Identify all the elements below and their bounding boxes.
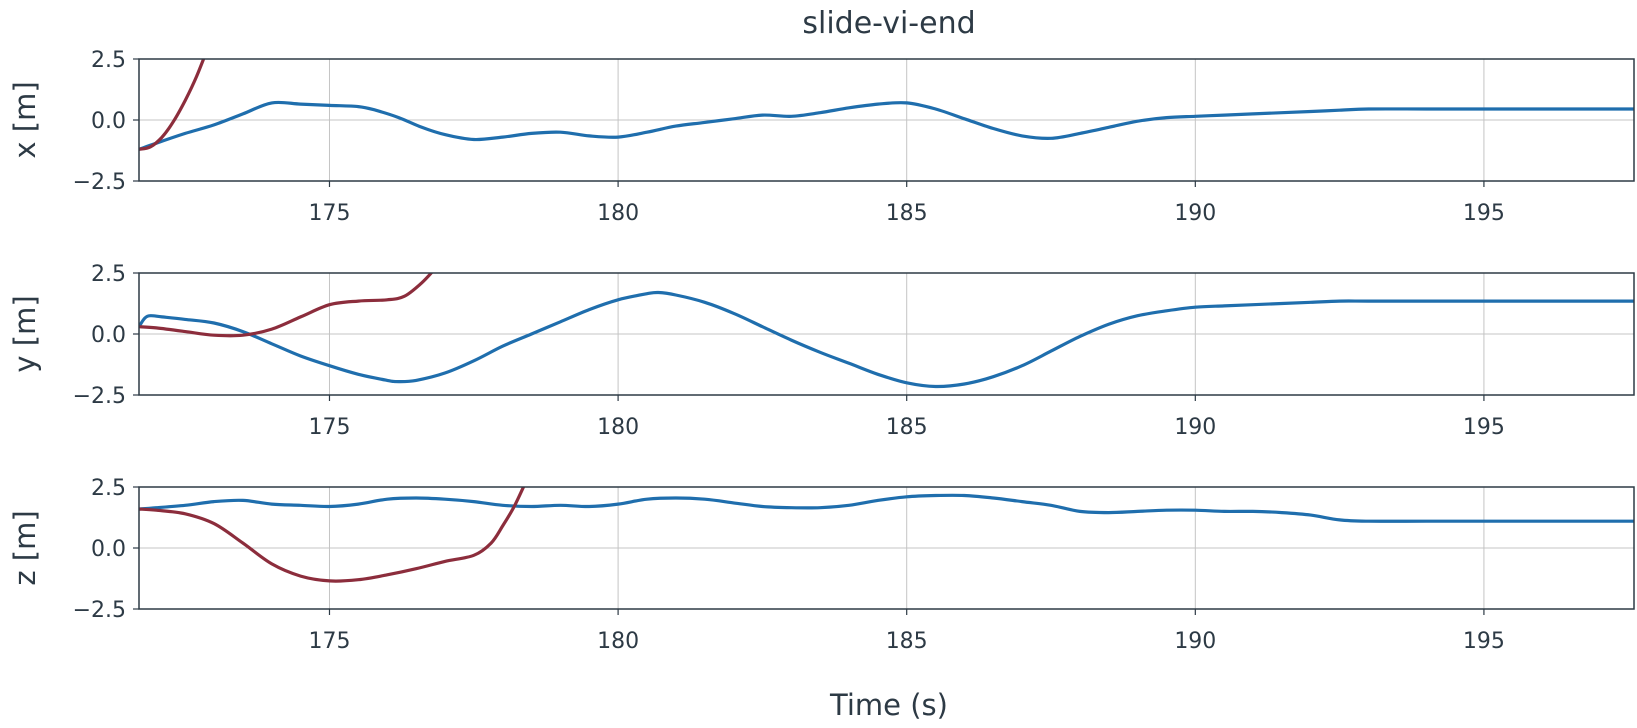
series-line-red — [139, 59, 206, 151]
series-line-red — [139, 487, 526, 583]
x-tick-label: 180 — [597, 415, 639, 440]
plot-frame — [138, 272, 1635, 396]
x-tick-label: 190 — [1174, 415, 1216, 440]
x-tick-label: 185 — [886, 201, 928, 226]
x-tick-label: 195 — [1463, 415, 1505, 440]
x-tick-label: 185 — [886, 415, 928, 440]
series-line-blue — [139, 290, 1634, 389]
chart-title: slide-vi-end — [802, 6, 975, 41]
x-tick-label: 175 — [308, 415, 350, 440]
y-axis-label: z [m] — [8, 510, 42, 585]
y-axis-label: x [m] — [8, 81, 42, 158]
x-tick-label: 180 — [597, 629, 639, 654]
x-tick-label: 185 — [886, 629, 928, 654]
x-axis-label: Time (s) — [829, 688, 948, 722]
y-tick-label: −2.5 — [73, 384, 126, 409]
y-axis-label: y [m] — [8, 295, 42, 372]
series-line-red — [139, 273, 434, 338]
subplot-y: 175 180 185 190 195 −2.5 0.0 2.5 y [m] — [8, 262, 1635, 440]
y-tick-label: −2.5 — [73, 598, 126, 623]
x-tick-label: 190 — [1174, 201, 1216, 226]
subplot-z: 175 180 185 190 195 −2.5 0.0 2.5 z [m] — [8, 476, 1635, 654]
x-tick-label: 195 — [1463, 629, 1505, 654]
plot-frame — [138, 58, 1635, 182]
y-tick-label: 0.0 — [91, 109, 126, 134]
x-tick-label: 175 — [308, 629, 350, 654]
x-tick-label: 190 — [1174, 629, 1216, 654]
series-line-blue — [139, 100, 1634, 151]
x-tick-label: 175 — [308, 201, 350, 226]
subplot-panels: 175 180 185 190 195−2.50.02.5x [m]175 180 185 1… — [8, 48, 1635, 654]
series-line-blue — [139, 493, 1634, 523]
plot-frame — [138, 486, 1635, 610]
y-tick-label: 0.0 — [91, 537, 126, 562]
y-tick-label: 2.5 — [91, 48, 126, 73]
y-tick-label: 2.5 — [91, 476, 126, 501]
y-tick-label: −2.5 — [73, 170, 126, 195]
y-tick-label: 0.0 — [91, 323, 126, 348]
x-tick-label: 195 — [1463, 201, 1505, 226]
x-tick-label: 180 — [597, 201, 639, 226]
y-tick-label: 2.5 — [91, 262, 126, 287]
subplot-x: 175 180 185 190 195 −2.5 0.0 2.5 x [m] — [8, 48, 1635, 226]
